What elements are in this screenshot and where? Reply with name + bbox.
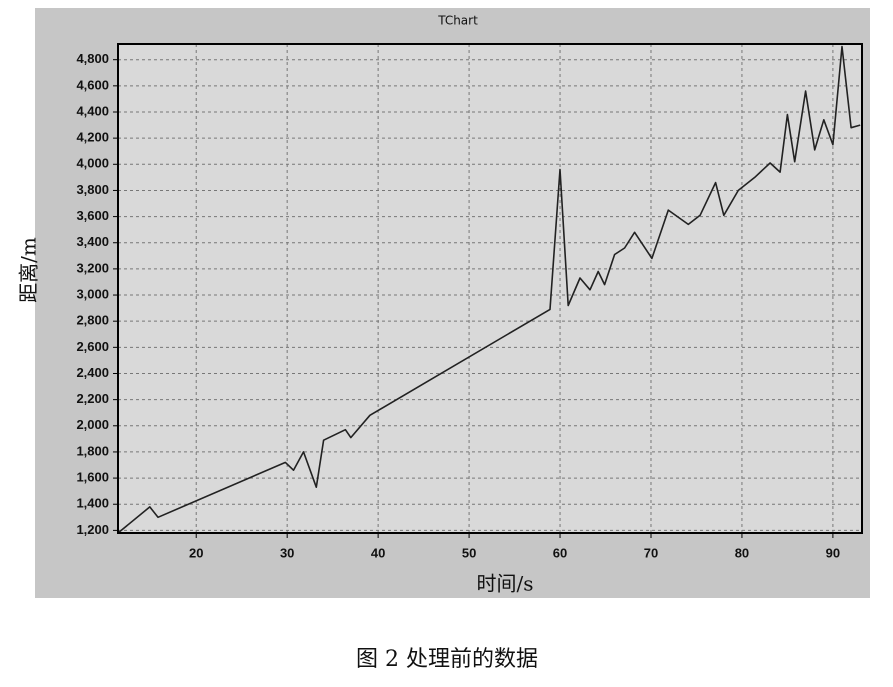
x-tick-label: 60 (553, 545, 567, 560)
y-tick-label: 4,800 (76, 51, 109, 66)
plot-frame (117, 43, 863, 534)
y-tick-label: 3,800 (76, 182, 109, 197)
x-tick-label: 90 (826, 545, 840, 560)
y-tick-label: 4,400 (76, 103, 109, 118)
y-tick-label: 2,000 (76, 417, 109, 432)
y-tick-label: 4,600 (76, 77, 109, 92)
y-tick-label: 3,000 (76, 286, 109, 301)
x-tick-label: 20 (189, 545, 203, 560)
y-tick-label: 2,800 (76, 313, 109, 328)
x-tick-label: 30 (280, 545, 294, 560)
y-axis-label: 距离/m (17, 237, 41, 303)
y-tick-label: 2,400 (76, 365, 109, 380)
y-tick-label: 1,800 (76, 443, 109, 458)
x-tick-label: 50 (462, 545, 476, 560)
y-tick-label: 3,400 (76, 234, 109, 249)
y-tick-label: 4,200 (76, 130, 109, 145)
data-line (117, 45, 861, 534)
x-axis-label: 时间/s (476, 572, 533, 596)
y-tick-label: 2,600 (76, 339, 109, 354)
x-tick-label: 80 (735, 545, 749, 560)
plot-layer: 1,200 1,400 1,600 1,800 2,000 2,200 2,400 2,600… (76, 44, 862, 560)
caption: 图 2 处理前的数据 (356, 647, 538, 672)
y-tick-label: 1,200 (76, 522, 109, 537)
y-tick-label: 1,400 (76, 496, 109, 511)
chart-title: TChart (437, 14, 478, 28)
y-tick-label: 2,200 (76, 391, 109, 406)
y-tick-label: 3,600 (76, 208, 109, 223)
plot-area (118, 44, 862, 533)
x-tick-label: 70 (644, 545, 658, 560)
y-tick-label: 3,200 (76, 260, 109, 275)
y-tick-label: 4,000 (76, 156, 109, 171)
y-tick-label: 1,600 (76, 470, 109, 485)
x-tick-label: 40 (371, 545, 385, 560)
